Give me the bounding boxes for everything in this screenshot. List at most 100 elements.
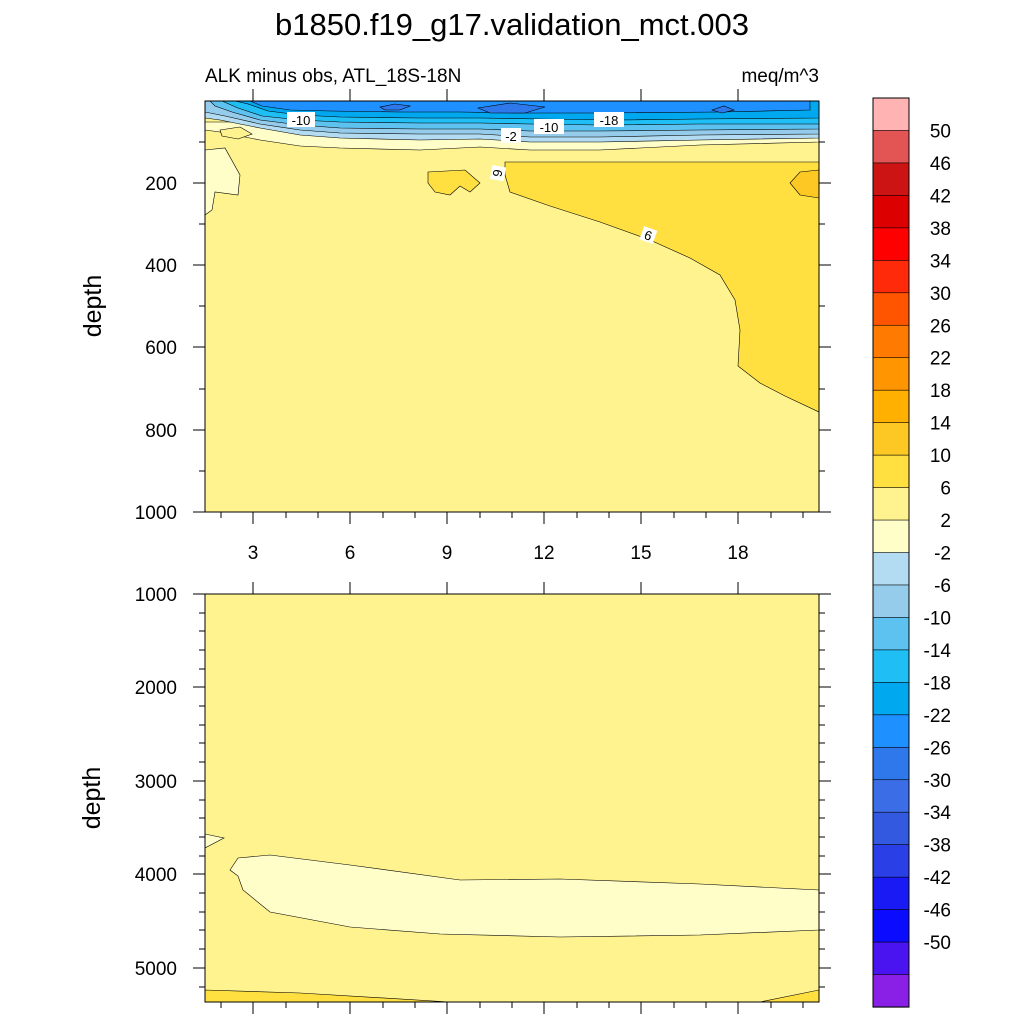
colorbar-label: -2 xyxy=(934,544,951,565)
colorbar-swatch xyxy=(872,649,910,683)
upper-y-tick-3: 600 xyxy=(145,338,177,359)
upper-fill-6to10-east xyxy=(504,161,819,413)
lower-contour-field xyxy=(205,594,819,1002)
colorbar-label: 10 xyxy=(930,446,951,467)
colorbar-swatch xyxy=(872,552,910,586)
colorbar-swatch xyxy=(872,617,910,651)
lower-y-tick-3: 3000 xyxy=(135,772,177,793)
colorbar-label: 2 xyxy=(940,511,951,532)
colorbar-label: -30 xyxy=(924,771,951,792)
lower-y-tick-1: 1000 xyxy=(135,585,177,606)
colorbar-swatch xyxy=(872,746,910,781)
upper-contour-label-box-4 xyxy=(594,112,624,127)
upper-x-tick-3: 9 xyxy=(442,543,453,564)
colorbar-label: 34 xyxy=(930,251,952,272)
colorbar-swatch xyxy=(872,876,910,911)
colorbar-label: -26 xyxy=(924,738,951,759)
upper-fill-neg30b xyxy=(476,102,546,114)
colorbar-frame xyxy=(872,97,910,1008)
colorbar-swatch xyxy=(872,357,910,391)
colorbar-label: 14 xyxy=(930,414,952,435)
upper-contour-label-box-5 xyxy=(489,165,507,182)
upper-contour-label-3: -10 xyxy=(540,120,559,135)
colorbar-swatch xyxy=(872,260,910,294)
upper-contour-label-4: -18 xyxy=(600,113,619,128)
colorbar-label: -18 xyxy=(924,673,951,694)
upper-fill-neg2to2-west xyxy=(205,147,241,216)
upper-contour-label-5: 6 xyxy=(489,168,505,178)
upper-contour-label-box-1 xyxy=(287,112,315,127)
colorbar-label: 6 xyxy=(940,479,951,500)
upper-y-tick-2: 400 xyxy=(145,256,177,277)
upper-right-string: meq/m^3 xyxy=(741,66,819,87)
colorbar-swatch xyxy=(872,584,910,619)
colorbar-label: 26 xyxy=(930,316,951,337)
colorbar-label: -22 xyxy=(924,706,951,727)
colorbar-swatch xyxy=(872,909,910,943)
upper-y-axis-label: depth xyxy=(79,275,107,338)
colorbar-swatch xyxy=(872,324,910,359)
upper-fill-10to14-east xyxy=(789,169,819,199)
upper-y-tick-5: 1000 xyxy=(135,503,177,524)
colorbar-labels: 50 46 42 38 34 30 26 22 18 14 10 6 2 -2 -6 -10 -14 -18 -22… xyxy=(924,121,952,954)
colorbar-label: -6 xyxy=(934,576,951,597)
upper-x-tick-6: 18 xyxy=(727,543,748,564)
colorbar-label: 38 xyxy=(930,219,951,240)
colorbar-swatch xyxy=(872,714,910,748)
colorbar-label: 50 xyxy=(930,121,951,142)
colorbar-label: 46 xyxy=(930,154,951,175)
colorbar-swatch xyxy=(872,422,910,456)
upper-x-tick-4: 12 xyxy=(533,543,554,564)
colorbar-label: -10 xyxy=(924,608,951,629)
lower-y-axis-label: depth xyxy=(78,767,106,830)
upper-contour-label-2: -2 xyxy=(505,129,517,144)
colorbar-swatch xyxy=(872,162,910,196)
colorbar-swatch xyxy=(872,292,910,326)
colorbar xyxy=(872,97,910,1008)
upper-ticks xyxy=(193,89,831,524)
colorbar-label: -38 xyxy=(924,836,951,857)
lower-ticks xyxy=(193,582,831,1014)
lower-fill-neg2to2-band xyxy=(229,854,819,938)
colorbar-label: 18 xyxy=(930,381,951,402)
colorbar-swatch xyxy=(872,844,910,878)
colorbar-swatch xyxy=(872,519,910,554)
colorbar-swatch xyxy=(872,974,910,1008)
colorbar-label: 30 xyxy=(930,284,951,305)
upper-fill-small-patch xyxy=(219,126,253,140)
colorbar-label: 22 xyxy=(930,349,951,370)
upper-y-tick-1: 200 xyxy=(145,174,177,195)
upper-y-tick-4: 800 xyxy=(145,421,177,442)
upper-contour-label-box-6 xyxy=(639,226,658,245)
lower-fill-neg2to2-notch xyxy=(205,833,225,849)
colorbar-swatch xyxy=(872,682,910,716)
colorbar-swatch xyxy=(872,454,910,489)
upper-x-tick-2: 6 xyxy=(345,543,356,564)
upper-fill-neg30a xyxy=(379,103,412,111)
upper-fill-6to10-patch xyxy=(427,169,481,196)
colorbar-label: 42 xyxy=(930,186,951,207)
upper-contour-label-box-3 xyxy=(534,119,564,134)
upper-contour-field xyxy=(205,101,819,512)
upper-contour-label-6: 6 xyxy=(642,227,654,244)
lower-fill-2to6 xyxy=(205,594,819,1002)
lower-y-tick-5: 5000 xyxy=(135,959,177,980)
colorbar-label: -42 xyxy=(924,868,951,889)
colorbar-label: -50 xyxy=(924,933,951,954)
upper-x-tick-5: 15 xyxy=(630,543,651,564)
page-title: b1850.f19_g17.validation_mct.003 xyxy=(275,7,749,42)
upper-fill-neg30c xyxy=(711,105,735,114)
lower-y-tick-2: 2000 xyxy=(135,678,177,699)
colorbar-swatch xyxy=(872,389,910,424)
upper-x-tick-1: 3 xyxy=(248,543,259,564)
colorbar-swatch xyxy=(872,227,910,261)
colorbar-swatch xyxy=(872,779,910,813)
upper-contour-label-box-2 xyxy=(501,128,521,143)
colorbar-label: -14 xyxy=(924,641,952,662)
colorbar-swatch xyxy=(872,811,910,846)
colorbar-swatch xyxy=(872,97,910,132)
colorbar-swatch xyxy=(872,487,910,521)
colorbar-label: -46 xyxy=(924,901,951,922)
colorbar-swatch xyxy=(872,130,910,164)
